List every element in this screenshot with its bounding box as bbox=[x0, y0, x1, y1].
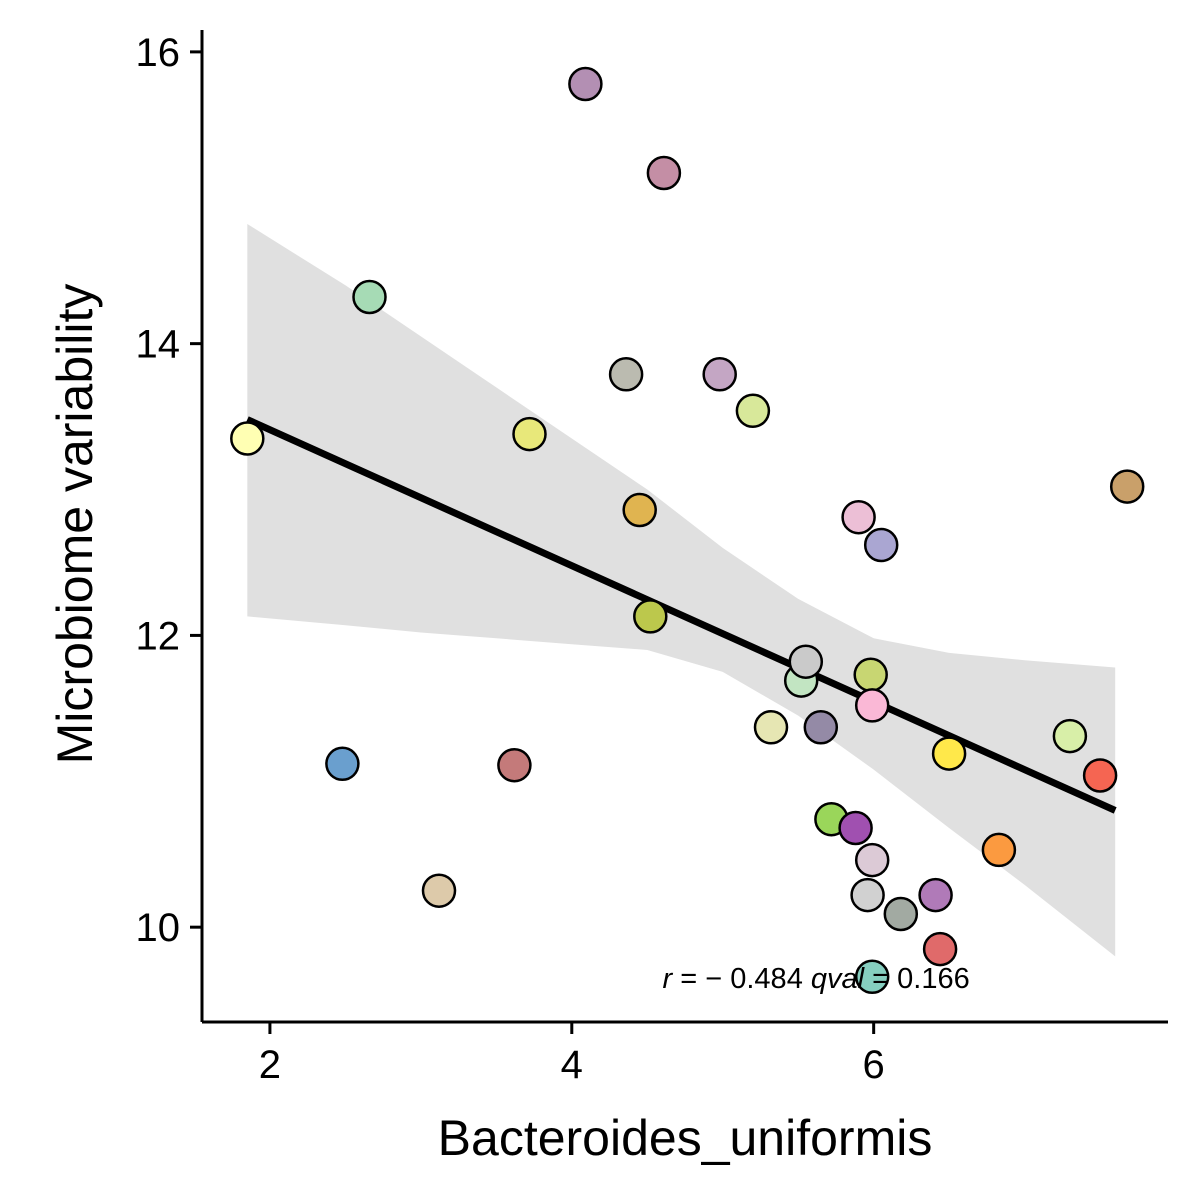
x-tick-label: 2 bbox=[259, 1043, 281, 1087]
y-tick-label: 10 bbox=[136, 906, 181, 950]
data-point bbox=[622, 492, 657, 528]
x-axis-title: Bacteroides_uniformis bbox=[438, 1110, 933, 1166]
data-point bbox=[863, 527, 899, 563]
data-point bbox=[850, 877, 885, 913]
correlation-annotation: r = − 0.484 qval = 0.166 bbox=[663, 963, 970, 995]
data-point bbox=[854, 688, 890, 723]
data-point bbox=[918, 877, 953, 913]
y-tick-label: 16 bbox=[136, 31, 181, 75]
points-layer bbox=[230, 66, 1145, 995]
y-axis-title: Microbiome variability bbox=[47, 284, 103, 765]
data-point bbox=[1109, 469, 1145, 504]
y-tick-label: 14 bbox=[136, 323, 181, 367]
data-point bbox=[1052, 718, 1088, 754]
data-point bbox=[854, 959, 890, 995]
data-point bbox=[512, 416, 547, 452]
data-point bbox=[325, 746, 360, 782]
y-tick-label: 12 bbox=[136, 614, 181, 658]
x-tick-label: 6 bbox=[863, 1043, 885, 1087]
data-point bbox=[838, 810, 873, 846]
data-point bbox=[633, 599, 668, 634]
data-point bbox=[841, 499, 876, 535]
axes-layer: 2 4 6 10 12 14 16 bbox=[136, 30, 1168, 1087]
annotation-r-value: = − 0.484 bbox=[672, 963, 811, 995]
data-point bbox=[922, 931, 958, 967]
data-point bbox=[854, 842, 890, 878]
data-point bbox=[568, 66, 603, 102]
data-point bbox=[753, 710, 789, 745]
data-point bbox=[803, 710, 839, 745]
data-point bbox=[230, 421, 265, 456]
data-point bbox=[931, 736, 967, 771]
confidence-band bbox=[247, 224, 1116, 957]
regression-line-layer bbox=[245, 416, 1117, 814]
annotation-q-symbol: qval bbox=[811, 963, 866, 995]
data-point bbox=[421, 873, 457, 908]
data-point bbox=[352, 279, 387, 315]
data-point bbox=[497, 747, 532, 783]
data-point bbox=[883, 896, 919, 932]
data-point bbox=[702, 357, 737, 392]
data-point bbox=[981, 832, 1017, 868]
data-point bbox=[788, 644, 824, 679]
confidence-band-layer bbox=[247, 224, 1116, 957]
data-point bbox=[608, 357, 644, 392]
x-tick-label: 4 bbox=[561, 1043, 583, 1087]
annotation-q-value: = 0.166 bbox=[864, 963, 970, 995]
data-point bbox=[646, 155, 682, 191]
regression-line bbox=[245, 416, 1117, 814]
annotation-r-symbol: r bbox=[663, 963, 674, 995]
data-point bbox=[853, 657, 888, 693]
data-point bbox=[1082, 758, 1118, 793]
data-point bbox=[735, 393, 771, 429]
